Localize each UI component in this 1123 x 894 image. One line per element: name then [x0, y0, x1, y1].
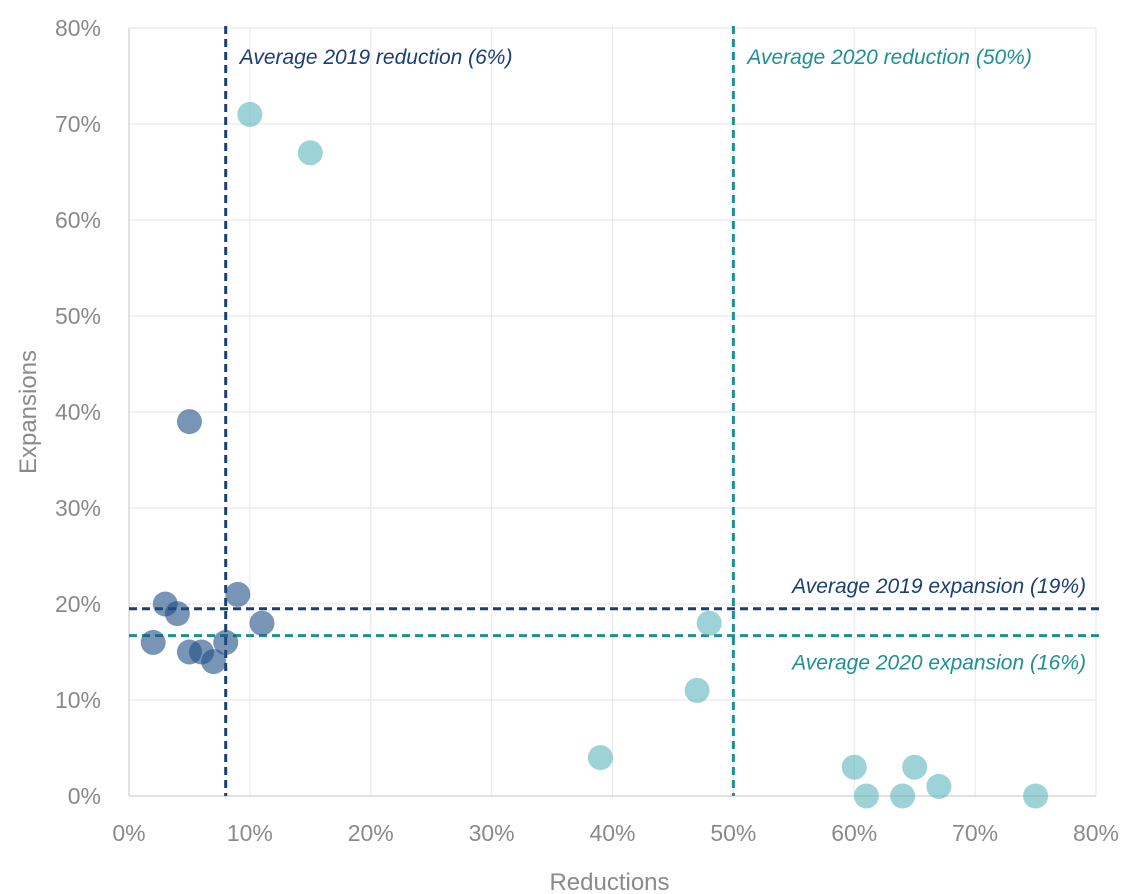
y-tick-label: 0%: [68, 783, 101, 809]
data-point-s2019: [201, 649, 227, 675]
data-point-s2020: [902, 754, 928, 780]
y-tick-label: 70%: [55, 111, 101, 137]
x-tick-label: 10%: [227, 820, 273, 846]
x-tick-label: 80%: [1073, 820, 1119, 846]
x-tick-label: 20%: [348, 820, 394, 846]
reference-line-label: Average 2019 reduction (6%): [238, 46, 513, 69]
x-tick-label: 40%: [589, 820, 635, 846]
y-tick-label: 20%: [55, 591, 101, 617]
y-tick-label: 30%: [55, 495, 101, 521]
data-point-s2020: [841, 754, 867, 780]
data-point-s2020: [297, 140, 323, 166]
data-point-s2020: [890, 783, 916, 809]
y-tick-label: 10%: [55, 687, 101, 713]
data-point-s2019: [249, 610, 275, 636]
x-tick-label: 0%: [112, 820, 145, 846]
data-point-s2020: [696, 610, 722, 636]
data-point-s2020: [237, 101, 263, 127]
y-tick-label: 50%: [55, 303, 101, 329]
x-tick-label: 50%: [710, 820, 756, 846]
data-point-s2020: [1023, 783, 1049, 809]
reference-line-label: Average 2019 expansion (19%): [790, 575, 1086, 598]
data-point-s2020: [587, 745, 613, 771]
data-point-s2019: [164, 601, 190, 627]
data-point-s2019: [176, 409, 202, 435]
x-tick-label: 30%: [469, 820, 515, 846]
reference-lines: Average 2019 reduction (6%) Average 2020 …: [129, 26, 1100, 796]
y-axis-title: Expansions: [15, 350, 42, 474]
reference-line-label: Average 2020 reduction (50%): [745, 46, 1031, 69]
x-tick-label: 60%: [831, 820, 877, 846]
x-axis-title: Reductions: [549, 869, 669, 894]
data-points: [140, 101, 1049, 809]
y-tick-label: 60%: [55, 207, 101, 233]
data-point-s2019: [225, 581, 251, 607]
y-tick-label: 80%: [55, 15, 101, 41]
data-point-s2020: [684, 677, 710, 703]
x-tick-label: 70%: [952, 820, 998, 846]
reference-line-label: Average 2020 expansion (16%): [790, 652, 1086, 675]
y-tick-label: 40%: [55, 399, 101, 425]
axis-ticks: 0% 10% 20% 30% 40% 50% 60% 70% 80% 0% 10% 20% 30% 40%…: [55, 15, 1119, 846]
data-point-s2019: [140, 629, 166, 655]
data-point-s2020: [926, 773, 952, 799]
gridlines: [128, 27, 1097, 797]
data-point-s2020: [853, 783, 879, 809]
data-point-s2019: [213, 629, 239, 655]
